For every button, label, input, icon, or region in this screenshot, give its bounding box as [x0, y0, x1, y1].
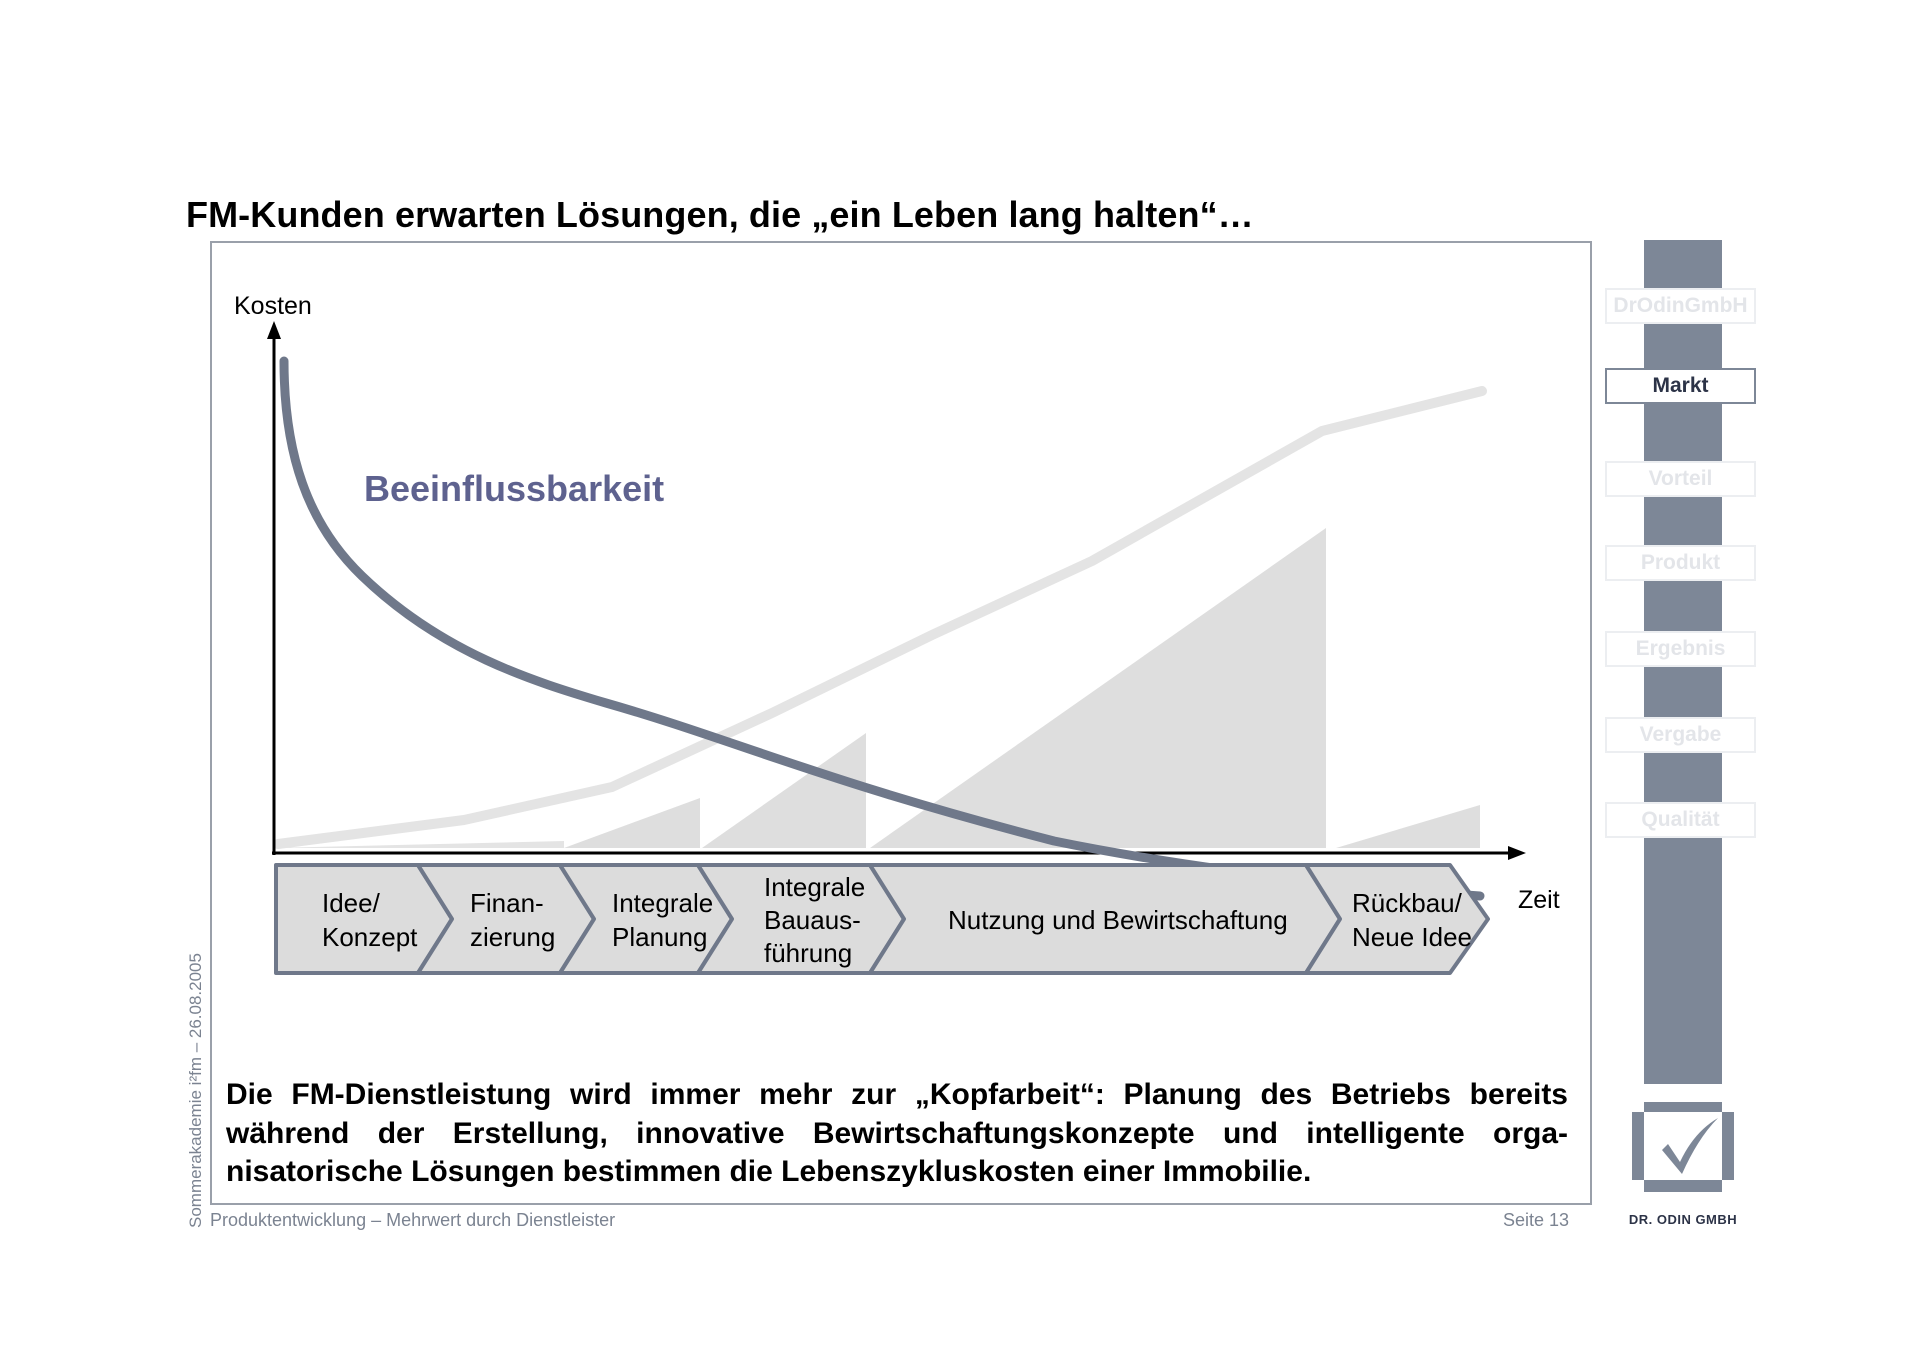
- phase-label-financing-2: zierung: [470, 922, 555, 952]
- page-number: Seite 13: [1503, 1210, 1570, 1230]
- chart-axes: [267, 321, 1526, 860]
- lifecycle-chart: Kosten Zeit Beeinflussbarkeit Idee/ Konz…: [234, 292, 1560, 975]
- y-axis-arrow: [267, 321, 281, 339]
- nav-item-produkt[interactable]: Produkt: [1605, 545, 1756, 581]
- nav-item-qualitaet[interactable]: Qualität: [1605, 802, 1756, 838]
- page-title: FM-Kunden erwarten Lösungen, die „ein Le…: [186, 194, 1254, 235]
- cost-area-operation: [870, 528, 1326, 848]
- cost-area-planning: [564, 798, 700, 848]
- phase-label-dismantling-2: Neue Idee: [1352, 922, 1472, 952]
- phase-label-planning-2: Planung: [612, 922, 707, 952]
- cost-area-dismantling: [1336, 805, 1480, 848]
- nav-item-vergabe[interactable]: Vergabe: [1605, 717, 1756, 753]
- phase-label-construction-3: führung: [764, 938, 852, 968]
- footer-title: Produktentwicklung – Mehrwert durch Dien…: [210, 1210, 616, 1230]
- summary-text: Die FM-Dienstleistung wird immer mehr zu…: [226, 1076, 1568, 1192]
- company-logo-text: DR. ODIN GMBH: [1628, 1212, 1738, 1227]
- phase-label-operation: Nutzung und Bewirtschaftung: [948, 905, 1288, 935]
- phase-label-construction-2: Bauaus-: [764, 905, 861, 935]
- summary-line-2: während der Erstellung, innovative Bewir…: [226, 1116, 1568, 1150]
- phase-label-construction-1: Integrale: [764, 872, 865, 902]
- checkmark-logo-icon: [1624, 1092, 1742, 1202]
- slide-content-frame: Kosten Zeit Beeinflussbarkeit Idee/ Konz…: [210, 241, 1592, 1205]
- x-axis-arrow: [1508, 846, 1526, 860]
- summary-line-3: nisatorische Lösungen bestimmen die Lebe…: [226, 1155, 1312, 1188]
- phase-label-concept-2: Konzept: [322, 922, 418, 952]
- nav-item-vorteil[interactable]: Vorteil: [1605, 461, 1756, 497]
- cost-area-construction: [702, 733, 866, 848]
- influence-label: Beeinflussbarkeit: [364, 468, 664, 509]
- cost-area-early: [272, 841, 564, 848]
- phase-label-dismantling-1: Rückbau/: [1352, 888, 1463, 918]
- phase-chevron-dismantling: [1304, 863, 1490, 975]
- y-axis-label: Kosten: [234, 292, 312, 320]
- phase-chevrons: [274, 863, 1490, 975]
- phase-label-planning-1: Integrale: [612, 888, 713, 918]
- phase-chevron-concept: [274, 863, 454, 975]
- nav-item-drodingmbh[interactable]: DrOdinGmbH: [1605, 288, 1756, 324]
- phase-label-concept-1: Idee/: [322, 888, 381, 918]
- x-axis-label: Zeit: [1518, 886, 1560, 914]
- cost-curve: [273, 386, 1487, 849]
- nav-item-ergebnis[interactable]: Ergebnis: [1605, 631, 1756, 667]
- side-date-label: Sommerakademie i²fm – 26.08.2005: [186, 953, 205, 1228]
- nav-item-markt[interactable]: Markt: [1605, 368, 1756, 404]
- cost-areas: [272, 528, 1480, 848]
- phase-label-financing-1: Finan-: [470, 888, 544, 918]
- summary-line-1: Die FM-Dienstleistung wird immer mehr zu…: [226, 1078, 1568, 1111]
